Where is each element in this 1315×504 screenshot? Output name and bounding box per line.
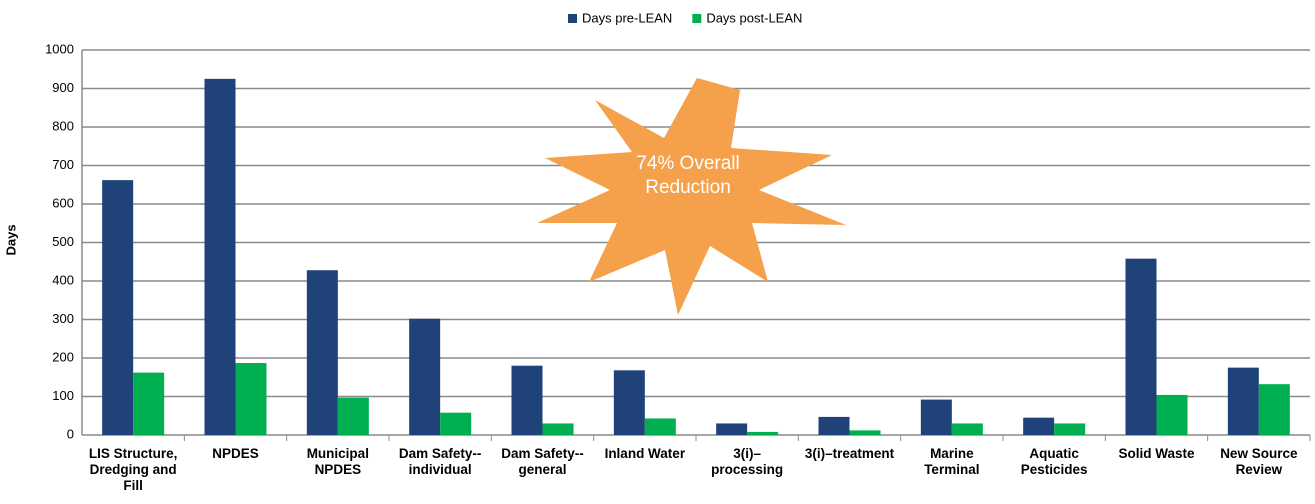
y-tick-label: 500 [52, 234, 74, 249]
bar [920, 399, 952, 435]
x-tick-label: Municipal NPDES [306, 446, 369, 477]
bar [440, 412, 472, 435]
y-axis-label: Days [3, 224, 18, 255]
x-tick-label: Solid Waste [1118, 446, 1195, 461]
bar [102, 180, 134, 435]
bar [204, 78, 236, 435]
bar [235, 363, 267, 435]
y-tick-label: 1000 [45, 41, 74, 56]
bar [1054, 423, 1086, 435]
bar [542, 423, 574, 435]
y-tick-label: 200 [52, 349, 74, 364]
bar [818, 416, 850, 435]
y-tick-label: 800 [52, 118, 74, 133]
y-tick-label: 0 [67, 426, 74, 441]
starburst [537, 78, 846, 315]
bar [849, 430, 881, 435]
bar [337, 397, 369, 435]
y-tick-label: 900 [52, 80, 74, 95]
x-tick-label: Marine Terminal [924, 446, 980, 477]
x-tick-label: New Source Review [1220, 446, 1298, 477]
legend-swatch [692, 14, 702, 23]
y-tick-label: 400 [52, 272, 74, 287]
bar [644, 418, 676, 435]
bar [1258, 384, 1290, 435]
bar [951, 423, 983, 435]
legend-label: Days pre-LEAN [582, 10, 672, 25]
x-tick-label: Aquatic Pesticides [1020, 446, 1088, 477]
x-tick-label: 3(i)–treatment [804, 446, 895, 461]
bar [133, 372, 165, 435]
bar [1156, 394, 1188, 435]
y-tick-label: 300 [52, 311, 74, 326]
bar [1125, 258, 1157, 435]
bar [511, 365, 543, 435]
bar [306, 270, 338, 435]
bar [1023, 417, 1055, 435]
bar [1227, 367, 1259, 435]
x-tick-label: NPDES [212, 446, 259, 461]
x-tick-label: LIS Structure, Dredging and Fill [88, 446, 178, 493]
y-tick-label: 600 [52, 195, 74, 210]
y-tick-label: 100 [52, 388, 74, 403]
x-tick-label: Inland Water [604, 446, 686, 461]
bar [613, 370, 645, 435]
legend-swatch [568, 14, 577, 23]
bar [716, 423, 748, 435]
bar [409, 318, 441, 435]
annotation: 74% Overall Reduction [636, 153, 740, 198]
x-tick-label: Dam Safety--general [501, 446, 584, 477]
x-tick-label: Dam Safety--individual [398, 446, 482, 477]
legend-label: Days post-LEAN [706, 10, 802, 25]
y-tick-label: 700 [52, 157, 74, 172]
x-tick-label: 3(i)–processing [711, 446, 784, 477]
bar [747, 431, 779, 435]
